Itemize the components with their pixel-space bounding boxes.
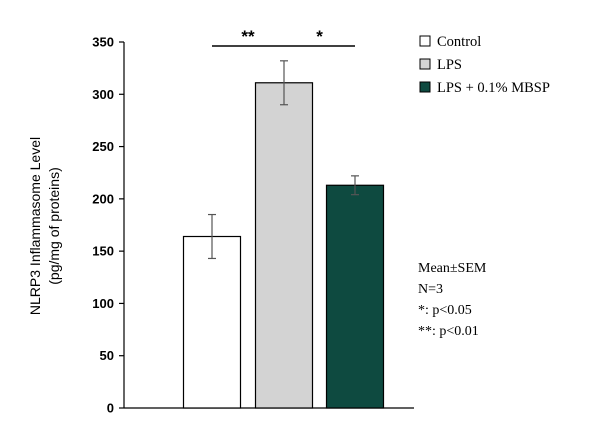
- bar: [182, 235, 242, 409]
- legend: Control LPS LPS + 0.1% MBSP: [419, 34, 550, 96]
- y-axis-label: NLRP3 Inflammasome Level (pg/mg of protei…: [27, 137, 62, 315]
- stats-note: **: p<0.01: [418, 324, 479, 339]
- significance-marker: *: [316, 27, 323, 46]
- stats-notes: Mean±SEM N=3 *: p<0.05 **: p<0.01: [418, 261, 487, 339]
- bars-group: [182, 82, 385, 409]
- bar: [325, 184, 385, 409]
- y-tick-label: 300: [92, 87, 114, 102]
- y-axis-label-line: NLRP3 Inflammasome Level: [27, 137, 43, 315]
- legend-label: Control: [437, 34, 481, 50]
- stats-note: Mean±SEM: [418, 261, 487, 276]
- legend-label: LPS + 0.1% MBSP: [437, 80, 550, 96]
- y-tick-label: 200: [92, 191, 114, 206]
- stats-note: N=3: [418, 282, 443, 297]
- y-tick-label: 100: [92, 296, 114, 311]
- significance-group: ** *: [212, 27, 355, 47]
- y-axis-label-line: (pg/mg of proteins): [46, 167, 62, 285]
- axes-group: 0 50 100 150 200 250 300 350: [92, 35, 414, 416]
- legend-swatch: [419, 35, 431, 47]
- y-tick-label: 350: [92, 35, 114, 50]
- legend-swatch: [419, 81, 431, 93]
- y-tick-label: 250: [92, 139, 114, 154]
- y-tick-label: 150: [92, 244, 114, 259]
- error-bars-group: [208, 60, 359, 260]
- bar: [254, 82, 314, 409]
- legend-swatch: [419, 58, 431, 70]
- significance-marker: **: [241, 27, 255, 46]
- stats-note: *: p<0.05: [418, 303, 472, 318]
- y-tick-label: 50: [100, 348, 114, 363]
- y-tick-label: 0: [107, 401, 114, 416]
- legend-label: LPS: [437, 57, 462, 73]
